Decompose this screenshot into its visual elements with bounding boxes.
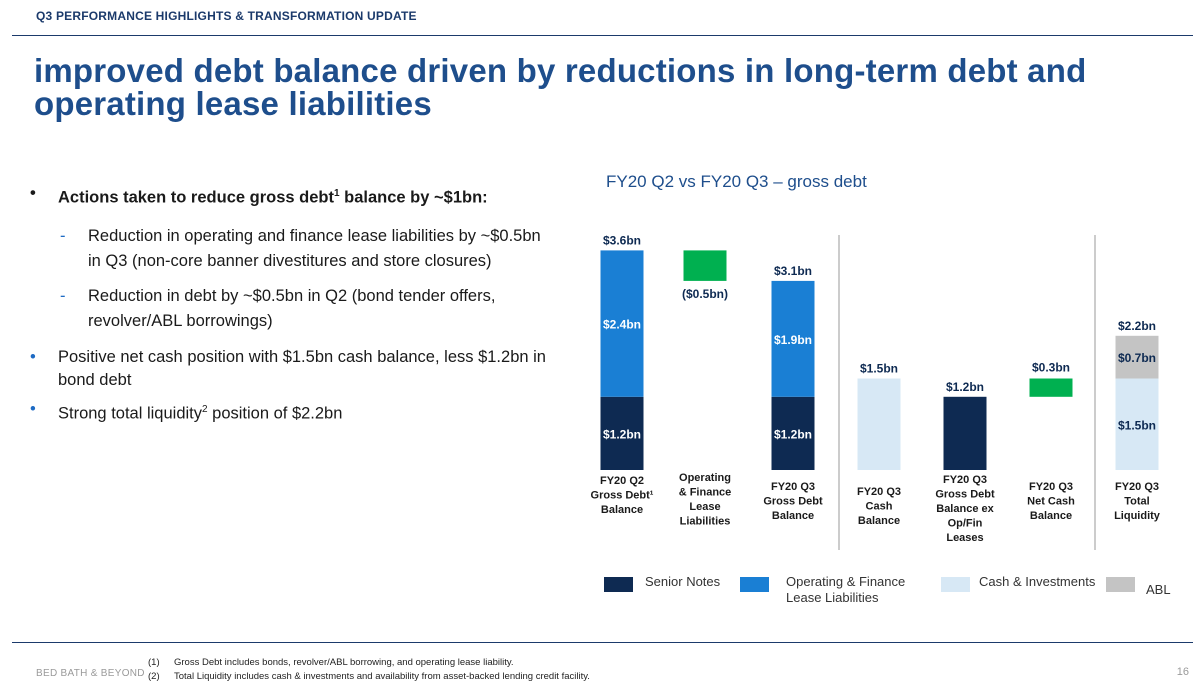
bullet-text: Strong total liquidity — [58, 404, 202, 422]
footnote-text: Gross Debt includes bonds, revolver/ABL … — [174, 657, 514, 668]
total-label-3: $3.1bn — [774, 264, 812, 278]
bullet-text: Actions taken to reduce gross debt — [58, 188, 334, 207]
bar-3-operating-finance-lease-liabilities — [771, 280, 815, 397]
legend-swatch-abl — [1106, 577, 1135, 592]
footnote-1: (1) Gross Debt includes bonds, revolver/A… — [148, 657, 514, 668]
change-bar-6 — [1029, 378, 1073, 397]
sub-bullet-debt: - Reduction in debt by ~$0.5bn in Q2 (bo… — [30, 284, 550, 334]
footnote-ref: 1 — [333, 188, 340, 199]
category-label-5: Balance ex — [936, 503, 994, 515]
sub-bullet-text: Reduction in debt by ~$0.5bn in Q2 (bond… — [88, 286, 496, 330]
category-label-2: Liabilities — [680, 516, 731, 528]
change-label-2: ($0.5bn) — [682, 287, 728, 301]
page-number: 16 — [1176, 666, 1189, 678]
segment-label-7-4: $0.7bn — [1118, 351, 1156, 365]
bar-7-cash-investments — [1115, 378, 1159, 470]
dash-icon: - — [60, 286, 66, 305]
footnote-2: (2) Total Liquidity includes cash & inves… — [148, 671, 590, 682]
sub-bullet-text: Reduction in operating and finance lease… — [88, 226, 541, 270]
category-label-3: Gross Debt — [763, 496, 823, 508]
chart-title: FY20 Q2 vs FY20 Q3 – gross debt — [606, 172, 867, 191]
category-label-3: FY20 Q3 — [771, 481, 815, 493]
legend-swatch-op-fin — [740, 577, 769, 592]
category-label-3: Balance — [772, 510, 814, 522]
category-label-6: Net Cash — [1027, 496, 1075, 508]
bullet-icon: • — [30, 184, 36, 202]
category-label-2: Operating — [679, 472, 731, 484]
bullet-icon: • — [30, 347, 36, 366]
category-label-7: Liquidity — [1114, 510, 1161, 522]
bar-5-senior-notes — [943, 396, 987, 470]
category-label-6: Balance — [1030, 510, 1072, 522]
total-label-4: $1.5bn — [860, 362, 898, 376]
segment-label-1-2: $2.4bn — [603, 318, 641, 332]
footnote-number: (2) — [148, 671, 160, 682]
category-label-5: Op/Fin — [948, 518, 983, 530]
category-label-1: FY20 Q2 — [600, 475, 644, 487]
debt-bar-chart: ($0.5bn) $0.3bn $1.2bn $2.4bn $1.2bn $1.9bn $1… — [591, 233, 1161, 550]
bullet-icon: • — [30, 399, 36, 418]
page-title: improved debt balance driven by reductio… — [34, 52, 1087, 122]
legend-op-fin-line2: Lease Liabilities — [786, 590, 879, 605]
category-label-4: FY20 Q3 — [857, 486, 901, 498]
category-label-5: Leases — [946, 532, 983, 544]
bullet-net-cash: • Positive net cash position with $1.5bn… — [30, 346, 550, 392]
bullet-text: Positive net cash position with $1.5bn c… — [58, 347, 546, 389]
legend-op-fin-line1: Operating & Finance — [786, 574, 906, 589]
footnote-number: (1) — [148, 657, 160, 668]
total-label-5: $1.2bn — [946, 380, 984, 394]
footnote-text: Total Liquidity includes cash & investme… — [174, 671, 590, 682]
category-label-1: Gross Debt¹ — [591, 490, 654, 502]
category-label-2: & Finance — [679, 487, 732, 499]
bullet-liquidity: • Strong total liquidity2 position of $2… — [30, 398, 550, 426]
brand-logo: BED BATH & BEYOND — [36, 668, 145, 679]
category-label-2: Lease — [689, 501, 720, 513]
bar-1-senior-notes — [600, 396, 644, 470]
sub-bullet-lease: - Reduction in operating and finance lea… — [30, 224, 550, 274]
dash-icon: - — [60, 226, 66, 245]
bullet-gross-debt: • Actions taken to reduce gross debt1 ba… — [30, 182, 550, 210]
header-divider — [12, 35, 1193, 36]
segment-label-3-1: $1.2bn — [774, 427, 812, 441]
category-label-7: Total — [1124, 496, 1149, 508]
segment-label-7-3: $1.5bn — [1118, 418, 1156, 432]
category-label-7: FY20 Q3 — [1115, 481, 1159, 493]
legend-swatch-cash — [941, 577, 970, 592]
bar-4-cash-investments — [857, 378, 901, 470]
category-label-4: Cash — [866, 501, 893, 513]
bullet-list: • Actions taken to reduce gross debt1 ba… — [30, 182, 550, 425]
segment-label-1-1: $1.2bn — [603, 427, 641, 441]
segment-label-3-2: $1.9bn — [774, 333, 812, 347]
bar-3-senior-notes — [771, 396, 815, 470]
change-bar-2 — [683, 250, 727, 281]
bar-7-abl — [1115, 335, 1159, 379]
category-label-1: Balance — [601, 504, 643, 516]
total-label-1: $3.6bn — [603, 233, 641, 247]
legend-op-fin: Operating & Finance Lease Liabilities — [786, 574, 905, 606]
total-label-7: $2.2bn — [1118, 319, 1156, 333]
bullet-text-tail: balance by ~$1bn: — [339, 188, 488, 207]
category-label-4: Balance — [858, 515, 900, 527]
footer-divider — [12, 642, 1193, 643]
category-label-5: Gross Debt — [935, 489, 995, 501]
legend-senior-notes: Senior Notes — [645, 574, 721, 589]
bullet-text-tail: position of $2.2bn — [207, 404, 343, 422]
section-header: Q3 PERFORMANCE HIGHLIGHTS & TRANSFORMATI… — [36, 9, 417, 23]
legend-cash: Cash & Investments — [979, 574, 1096, 589]
change-label-6: $0.3bn — [1032, 361, 1070, 375]
legend-abl: ABL — [1146, 582, 1171, 597]
footnote-ref: 2 — [202, 403, 208, 415]
bar-1-operating-finance-lease-liabilities — [600, 250, 644, 397]
legend-swatch-senior-notes — [604, 577, 633, 592]
category-label-5: FY20 Q3 — [943, 474, 987, 486]
category-label-6: FY20 Q3 — [1029, 481, 1073, 493]
